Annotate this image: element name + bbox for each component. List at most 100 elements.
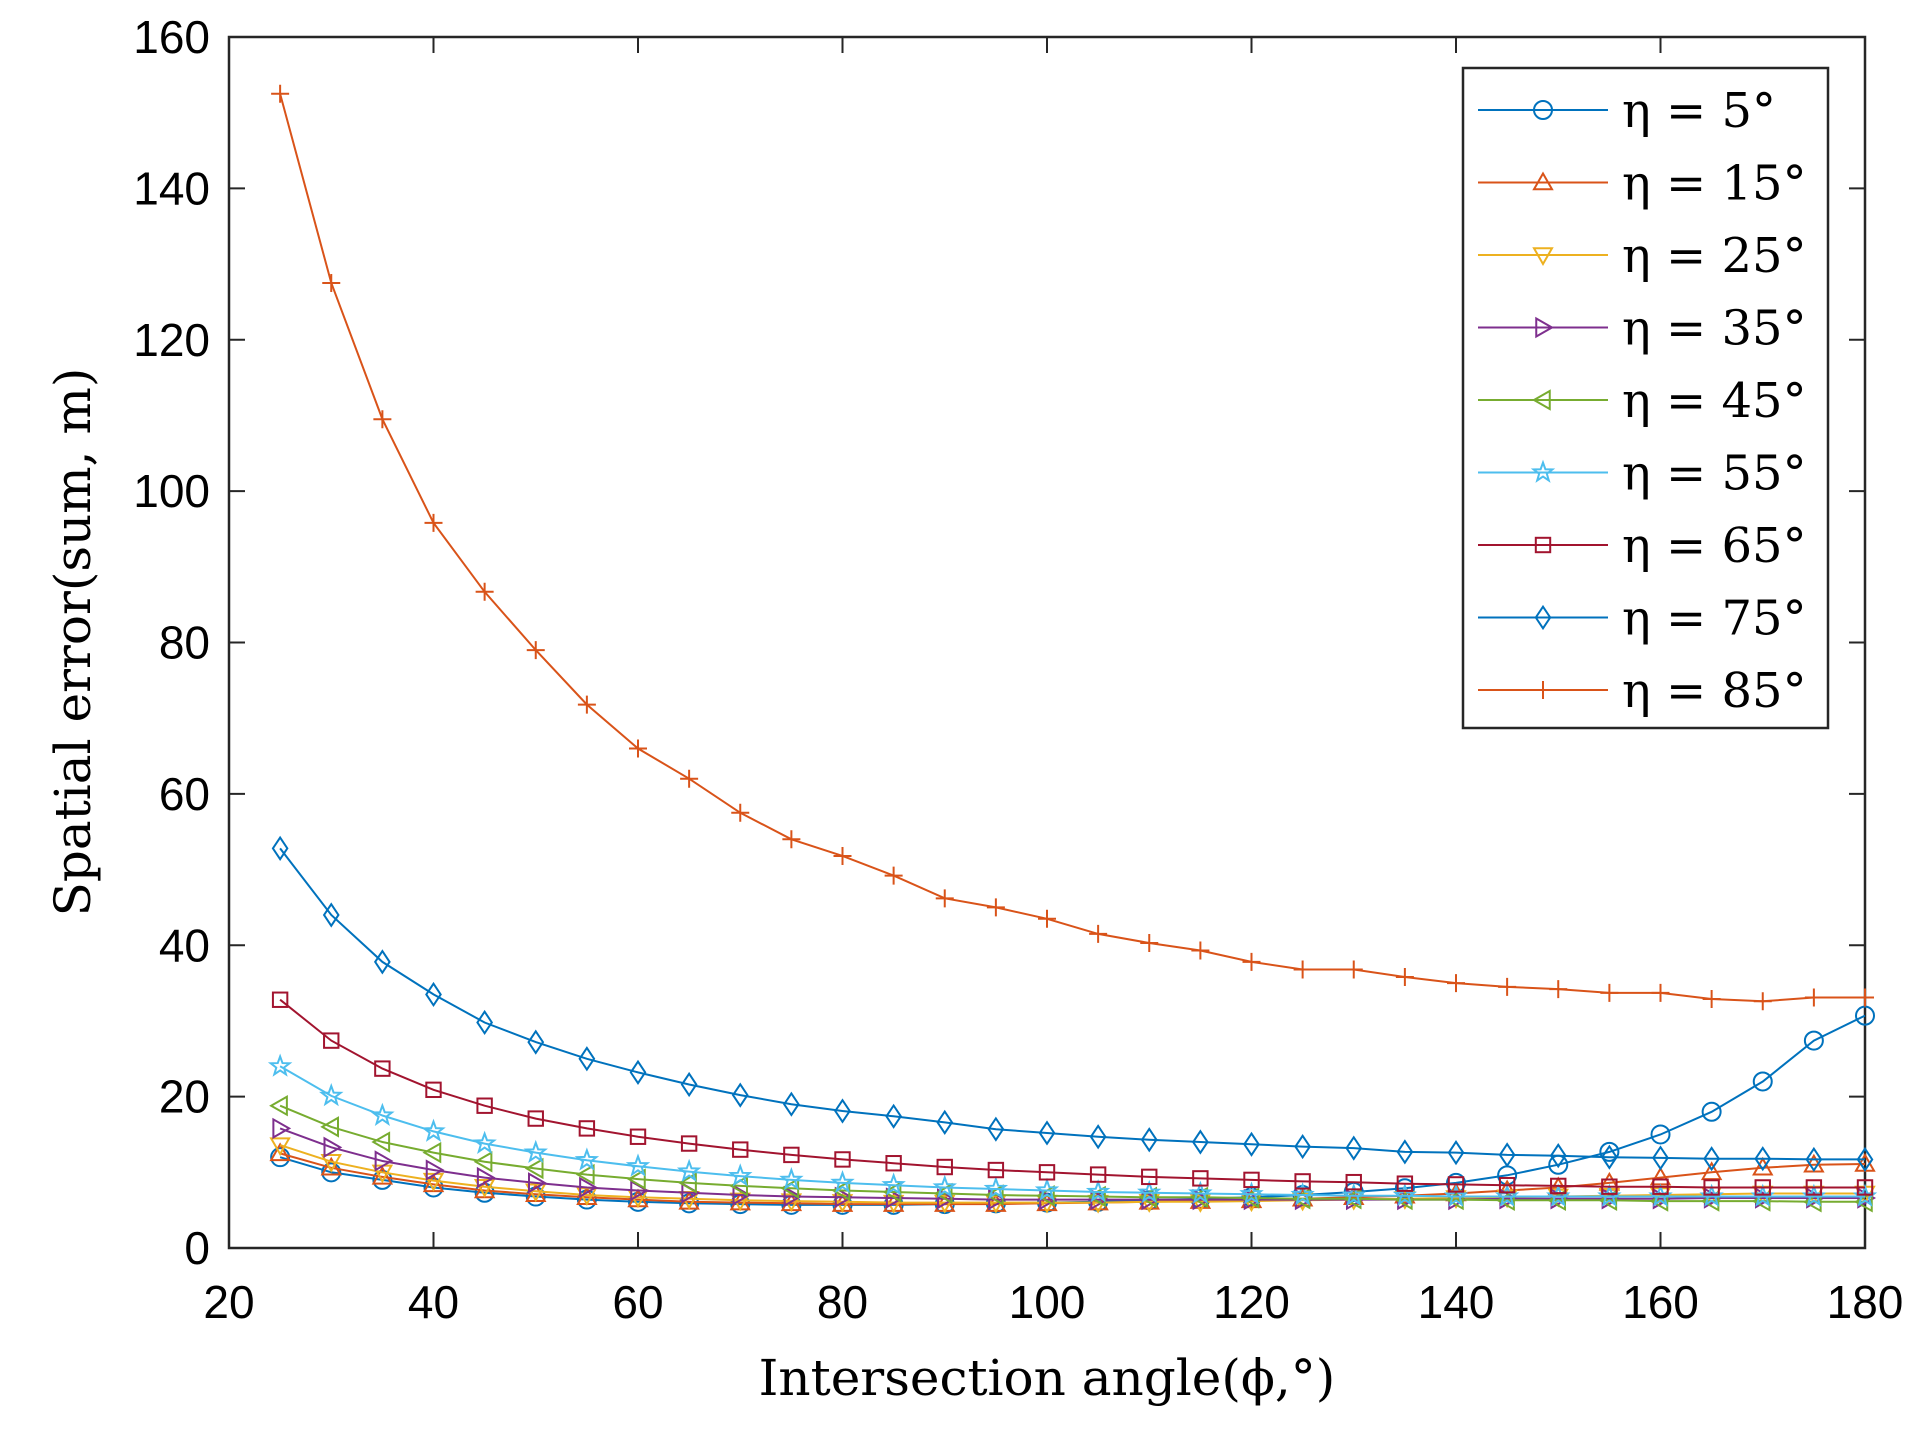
data-point [422, 1172, 445, 1192]
data-point [269, 1137, 291, 1157]
data-point [1191, 941, 1210, 960]
data-point [1447, 1140, 1465, 1166]
data-point [783, 1185, 803, 1208]
data-point [1601, 1178, 1618, 1195]
data-point [322, 902, 340, 928]
data-point [1089, 1124, 1107, 1150]
data-point [728, 1163, 753, 1187]
data-point [1294, 1133, 1312, 1160]
data-point [320, 1153, 342, 1173]
data-point [831, 1179, 851, 1202]
data-point [833, 846, 852, 865]
data-point [374, 1150, 394, 1172]
legend-label: η = 35° [1622, 301, 1807, 357]
legend: η = 5° η = 15° η = 25° η = 35° η = 45° η = 55… [1461, 66, 1830, 730]
legend-marker [1530, 459, 1556, 483]
legend-item: η = 45° [1478, 373, 1807, 429]
data-point [680, 769, 699, 788]
legend-item: η = 5° [1478, 83, 1776, 139]
data-point [1191, 1129, 1209, 1155]
data-point [374, 1060, 391, 1077]
data-point [1447, 1176, 1465, 1193]
data-point [1089, 924, 1108, 943]
data-point [779, 1167, 804, 1191]
data-point [830, 1170, 855, 1194]
x-tick-label: 120 [1213, 1276, 1290, 1328]
legend-label: η = 55° [1622, 446, 1807, 502]
data-point [881, 1172, 906, 1196]
data-point [882, 1194, 905, 1214]
x-tick-label: 20 [203, 1276, 254, 1328]
series-7 [271, 835, 1874, 1173]
data-point [1392, 1182, 1418, 1207]
data-point [272, 1117, 292, 1140]
data-point [1650, 1124, 1671, 1145]
data-point [834, 1098, 851, 1124]
legend-items: η = 5° η = 15° η = 25° η = 35° η = 45° η = 55… [1478, 83, 1807, 719]
x-tick-label: 40 [408, 1276, 459, 1328]
data-point [1805, 1179, 1823, 1196]
data-point [269, 1142, 291, 1162]
x-tick-label: 180 [1827, 1276, 1904, 1328]
data-point [323, 1136, 343, 1159]
legend-label: η = 65° [1622, 518, 1807, 574]
data-point [1243, 1171, 1260, 1189]
data-point [987, 1116, 1005, 1142]
data-point [1855, 1005, 1875, 1026]
data-point [1293, 960, 1312, 979]
data-point [629, 1128, 647, 1145]
data-point [473, 1178, 496, 1198]
data-point [1141, 1168, 1158, 1186]
data-point [320, 1156, 342, 1176]
data-point [884, 866, 903, 885]
data-point [1549, 1143, 1567, 1169]
data-point [783, 1146, 800, 1164]
data-point [1856, 1179, 1874, 1196]
data-point [370, 1102, 395, 1126]
data-point [1600, 1144, 1618, 1170]
legend-label: η = 5° [1622, 83, 1776, 139]
data-point [578, 1046, 596, 1072]
data-point [271, 835, 289, 861]
series-8 [271, 84, 1874, 1011]
data-point [1239, 1181, 1264, 1205]
data-point [885, 1187, 905, 1209]
data-point [984, 1184, 1004, 1206]
data-point [1703, 1146, 1721, 1172]
data-point [933, 1182, 953, 1205]
data-point [425, 1159, 445, 1181]
data-point [1140, 1127, 1158, 1153]
data-point [1243, 1131, 1260, 1157]
x-tick-label: 80 [817, 1276, 868, 1328]
data-point [1444, 1188, 1464, 1211]
data-point [729, 1192, 751, 1212]
data-point [475, 582, 494, 601]
data-point [472, 1130, 497, 1154]
data-point [267, 1053, 293, 1077]
data-point [732, 1141, 749, 1158]
legend-label: η = 45° [1622, 373, 1807, 429]
y-tick-label: 0 [184, 1222, 210, 1274]
axis-ticks [228, 36, 1866, 1249]
data-point [372, 1169, 393, 1190]
data-point [473, 1150, 493, 1173]
data-point [1701, 1101, 1722, 1122]
data-point [523, 1139, 548, 1164]
data-point [1494, 1183, 1520, 1207]
x-axis-title: Intersection angle(ϕ,°) [759, 1349, 1336, 1407]
data-point [578, 1120, 596, 1137]
data-point [574, 1147, 600, 1171]
data-point [1394, 1184, 1416, 1204]
legend-marker [1531, 389, 1551, 411]
data-point [1651, 983, 1670, 1002]
data-point [987, 1161, 1005, 1179]
data-point [1345, 1173, 1362, 1191]
data-point [934, 1194, 956, 1214]
data-point [269, 1094, 288, 1117]
data-point [731, 803, 750, 822]
data-point [935, 889, 954, 908]
legend-item: η = 15° [1478, 156, 1807, 212]
data-point [1754, 1179, 1771, 1196]
series-line [279, 847, 1865, 1161]
y-tick-label: 120 [133, 314, 210, 366]
